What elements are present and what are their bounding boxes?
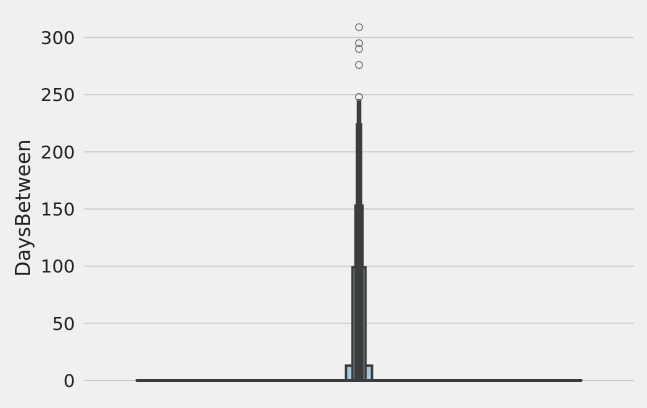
y-tick-label: 0 (64, 371, 75, 392)
y-tick-label: 250 (41, 85, 75, 106)
outlier-point (355, 23, 363, 32)
y-tick-label: 50 (52, 314, 75, 335)
outlier-point (355, 39, 363, 48)
boxen-levels (135, 99, 583, 382)
boxen-box-level-5 (356, 99, 362, 382)
y-tick-labels: 0 50 100 150 200 250 300 (41, 28, 75, 392)
outlier-point (355, 60, 363, 69)
y-tick-label: 100 (41, 257, 75, 278)
y-tick-label: 200 (41, 142, 75, 163)
y-axis-label: DaysBetween (11, 139, 35, 276)
outlier-points (355, 23, 363, 101)
outlier-point (355, 92, 363, 101)
y-tick-label: 150 (41, 200, 75, 221)
outlier-point (355, 44, 363, 53)
y-tick-label: 300 (41, 28, 75, 49)
